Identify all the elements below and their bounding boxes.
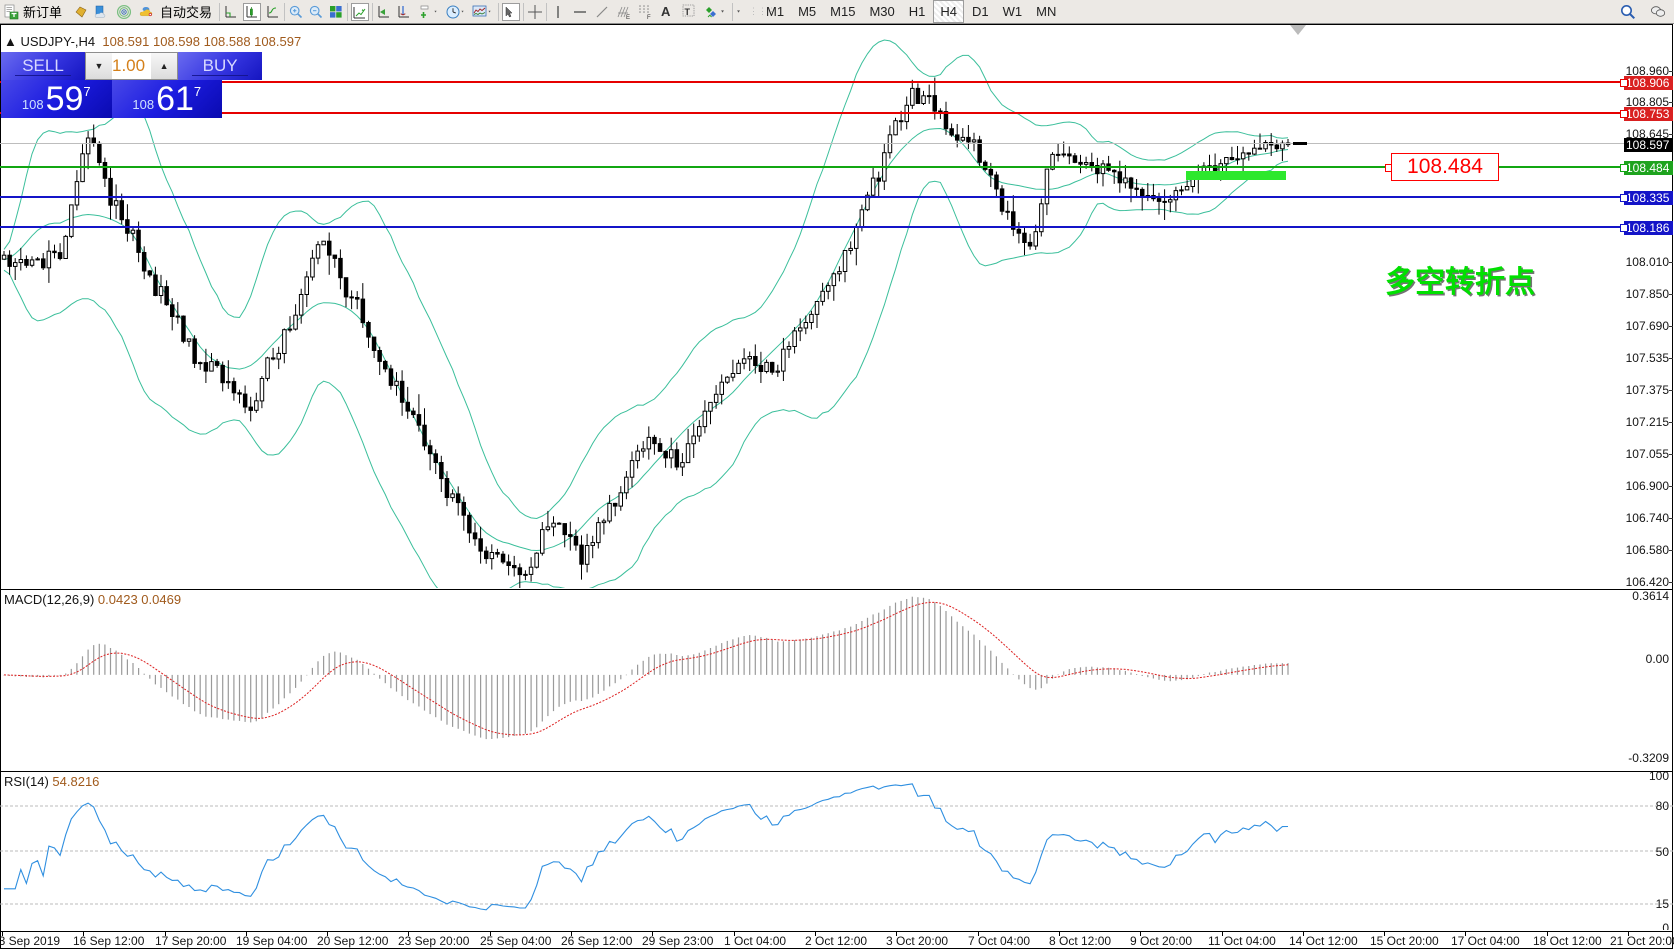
svg-text:T: T (685, 7, 691, 17)
svg-text:F: F (647, 15, 651, 20)
svg-text:A: A (661, 4, 671, 19)
svg-text:E: E (626, 15, 630, 20)
